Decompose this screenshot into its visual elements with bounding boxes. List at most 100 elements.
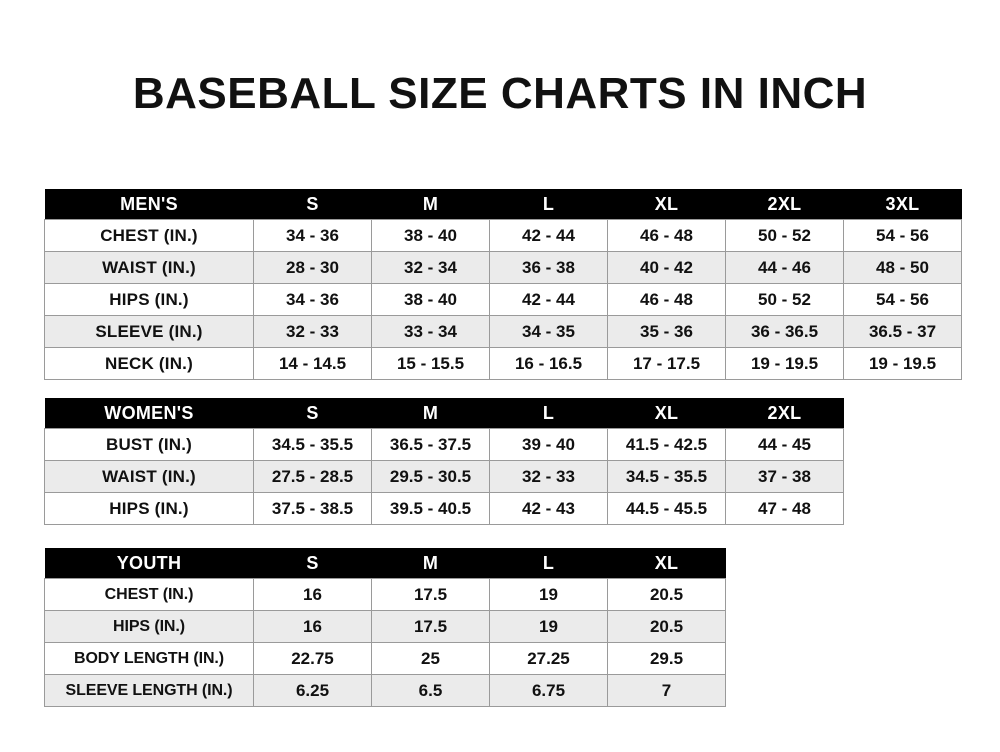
table-cell: 20.5 (607, 610, 726, 643)
row-label: HIPS (IN.) (44, 492, 254, 525)
table-cell: 46 - 48 (607, 219, 726, 252)
table-cell: 6.25 (253, 674, 372, 707)
table-row: HIPS (IN.) 16 17.5 19 20.5 (44, 610, 726, 643)
table-row: WAIST (IN.) 27.5 - 28.5 29.5 - 30.5 32 -… (44, 460, 844, 493)
table-cell: 22.75 (253, 642, 372, 675)
row-label: BUST (IN.) (44, 428, 254, 461)
womens-col-header-m: M (371, 398, 490, 429)
table-row: HIPS (IN.) 34 - 36 38 - 40 42 - 44 46 - … (44, 283, 962, 316)
table-cell: 54 - 56 (843, 219, 962, 252)
womens-col-header-xl: XL (607, 398, 726, 429)
row-label: CHEST (IN.) (44, 219, 254, 252)
table-cell: 29.5 (607, 642, 726, 675)
table-cell: 19 (489, 610, 608, 643)
womens-col-header-s: S (253, 398, 372, 429)
youth-table-title: YOUTH (44, 548, 254, 579)
table-row: NECK (IN.) 14 - 14.5 15 - 15.5 16 - 16.5… (44, 347, 962, 380)
table-cell: 35 - 36 (607, 315, 726, 348)
mens-col-header-s: S (253, 189, 372, 220)
table-cell: 29.5 - 30.5 (371, 460, 490, 493)
mens-col-header-m: M (371, 189, 490, 220)
table-cell: 16 - 16.5 (489, 347, 608, 380)
table-cell: 32 - 34 (371, 251, 490, 284)
table-cell: 36 - 36.5 (725, 315, 844, 348)
table-cell: 16 (253, 610, 372, 643)
table-cell: 34 - 36 (253, 283, 372, 316)
table-cell: 38 - 40 (371, 283, 490, 316)
table-cell: 17 - 17.5 (607, 347, 726, 380)
table-row: SLEEVE (IN.) 32 - 33 33 - 34 34 - 35 35 … (44, 315, 962, 348)
mens-table-title: MEN'S (44, 189, 254, 220)
table-cell: 44.5 - 45.5 (607, 492, 726, 525)
youth-table-head: YOUTH S M L XL (44, 548, 726, 579)
table-cell: 41.5 - 42.5 (607, 428, 726, 461)
womens-col-header-2xl: 2XL (725, 398, 844, 429)
table-cell: 50 - 52 (725, 219, 844, 252)
table-cell: 19 - 19.5 (725, 347, 844, 380)
table-cell: 14 - 14.5 (253, 347, 372, 380)
table-row: BUST (IN.) 34.5 - 35.5 36.5 - 37.5 39 - … (44, 428, 844, 461)
table-cell: 32 - 33 (253, 315, 372, 348)
table-cell: 20.5 (607, 578, 726, 611)
mens-col-header-2xl: 2XL (725, 189, 844, 220)
table-row: CHEST (IN.) 34 - 36 38 - 40 42 - 44 46 -… (44, 219, 962, 252)
table-cell: 16 (253, 578, 372, 611)
row-label: SLEEVE (IN.) (44, 315, 254, 348)
table-cell: 42 - 43 (489, 492, 608, 525)
table-cell: 47 - 48 (725, 492, 844, 525)
table-cell: 46 - 48 (607, 283, 726, 316)
table-cell: 25 (371, 642, 490, 675)
youth-col-header-xl: XL (607, 548, 726, 579)
table-cell: 36.5 - 37.5 (371, 428, 490, 461)
table-cell: 44 - 46 (725, 251, 844, 284)
table-cell: 34 - 35 (489, 315, 608, 348)
table-cell: 36 - 38 (489, 251, 608, 284)
table-cell: 40 - 42 (607, 251, 726, 284)
youth-header-row: YOUTH S M L XL (44, 548, 726, 579)
table-row: CHEST (IN.) 16 17.5 19 20.5 (44, 578, 726, 611)
table-cell: 42 - 44 (489, 219, 608, 252)
table-cell: 28 - 30 (253, 251, 372, 284)
table-cell: 33 - 34 (371, 315, 490, 348)
womens-table-head: WOMEN'S S M L XL 2XL (44, 398, 844, 429)
table-cell: 42 - 44 (489, 283, 608, 316)
row-label: CHEST (IN.) (44, 578, 254, 611)
row-label: NECK (IN.) (44, 347, 254, 380)
womens-col-header-l: L (489, 398, 608, 429)
row-label: WAIST (IN.) (44, 251, 254, 284)
youth-col-header-l: L (489, 548, 608, 579)
youth-table-body: CHEST (IN.) 16 17.5 19 20.5 HIPS (IN.) 1… (44, 578, 726, 707)
table-cell: 39 - 40 (489, 428, 608, 461)
table-cell: 36.5 - 37 (843, 315, 962, 348)
table-cell: 54 - 56 (843, 283, 962, 316)
table-cell: 15 - 15.5 (371, 347, 490, 380)
table-cell: 17.5 (371, 610, 490, 643)
row-label: BODY LENGTH (IN.) (44, 642, 254, 675)
page-title: BASEBALL SIZE CHARTS IN INCH (132, 69, 868, 118)
table-row: WAIST (IN.) 28 - 30 32 - 34 36 - 38 40 -… (44, 251, 962, 284)
table-cell: 34.5 - 35.5 (253, 428, 372, 461)
row-label: HIPS (IN.) (44, 610, 254, 643)
womens-size-table: WOMEN'S S M L XL 2XL BUST (IN.) 34.5 - 3… (44, 398, 844, 525)
mens-col-header-xl: XL (607, 189, 726, 220)
table-cell: 44 - 45 (725, 428, 844, 461)
mens-size-table: MEN'S S M L XL 2XL 3XL CHEST (IN.) 34 - … (44, 189, 962, 380)
row-label: HIPS (IN.) (44, 283, 254, 316)
table-cell: 27.25 (489, 642, 608, 675)
youth-col-header-s: S (253, 548, 372, 579)
table-cell: 19 - 19.5 (843, 347, 962, 380)
mens-table-body: CHEST (IN.) 34 - 36 38 - 40 42 - 44 46 -… (44, 219, 962, 380)
table-cell: 32 - 33 (489, 460, 608, 493)
row-label: SLEEVE LENGTH (IN.) (44, 674, 254, 707)
table-cell: 37.5 - 38.5 (253, 492, 372, 525)
youth-size-table: YOUTH S M L XL CHEST (IN.) 16 17.5 19 20… (44, 548, 726, 707)
table-cell: 17.5 (371, 578, 490, 611)
womens-table-body: BUST (IN.) 34.5 - 35.5 36.5 - 37.5 39 - … (44, 428, 844, 525)
table-cell: 39.5 - 40.5 (371, 492, 490, 525)
table-cell: 27.5 - 28.5 (253, 460, 372, 493)
mens-col-header-l: L (489, 189, 608, 220)
mens-header-row: MEN'S S M L XL 2XL 3XL (44, 189, 962, 220)
table-cell: 37 - 38 (725, 460, 844, 493)
table-row: BODY LENGTH (IN.) 22.75 25 27.25 29.5 (44, 642, 726, 675)
